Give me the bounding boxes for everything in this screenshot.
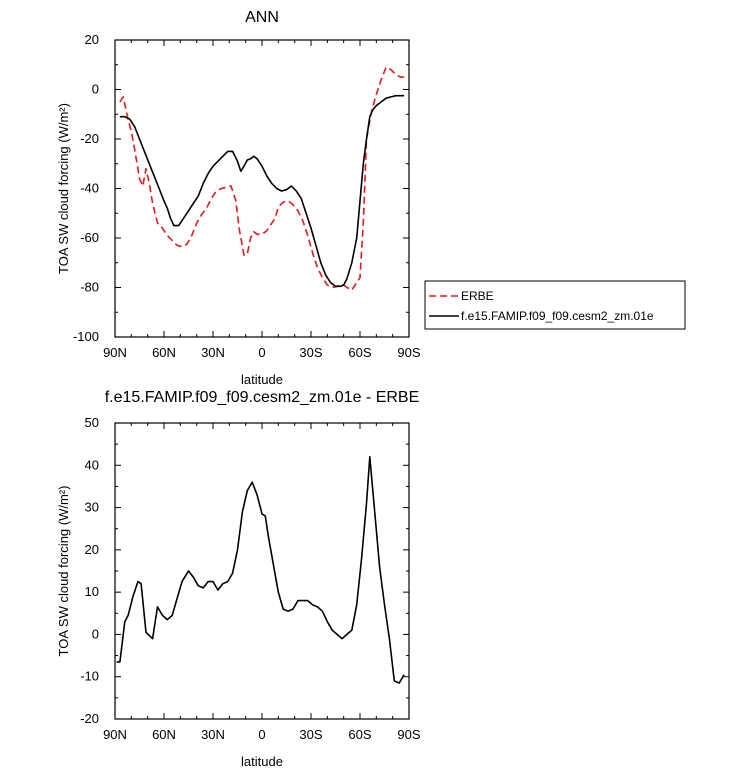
x-tick-label: 30S [299,727,322,742]
series-line-f-e15-famip-f09-f09-cesm2-zm-01e [119,94,405,288]
x-tick-label: 30N [201,727,225,742]
y-tick-label: 10 [85,584,99,599]
y-tick-label: 0 [92,82,99,97]
legend: ERBE f.e15.FAMIP.f09_f09.cesm2_zm.01e [424,280,686,330]
y-tick-label: -80 [80,280,99,295]
plot-frame [114,422,410,720]
series-line-difference [116,455,405,684]
x-axis-title: latitude [241,372,283,387]
y-tick-label: -20 [80,711,99,726]
top-chart-panel: ANN 90N 60N 30N 0 30S 60S 90S -100 -80 -60 -40 -20 0… [56,9,421,387]
legend-box [424,280,686,330]
x-axis-title: latitude [241,754,283,769]
y-tick-label: 20 [85,542,99,557]
legend-label: f.e15.FAMIP.f09_f09.cesm2_zm.01e [461,309,654,323]
y-axis-title: TOA SW cloud forcing (W/m²) [56,103,71,274]
y-tick-label: 50 [85,415,99,430]
y-tick-label: -100 [73,329,99,344]
x-tick-label: 60N [152,727,176,742]
x-tick-label: 90N [103,345,127,360]
y-tick-label: -60 [80,230,99,245]
x-tick-label: 0 [258,727,265,742]
plot-area: 90N 60N 30N 0 30S 60S 90S -20 -10 0 10 20 30 40 50 [80,415,421,742]
x-tick-label: 30S [299,345,322,360]
y-tick-label: 20 [85,32,99,47]
y-axis-title: TOA SW cloud forcing (W/m²) [56,486,71,657]
bottom-chart-panel: f.e15.FAMIP.f09_f09.cesm2_zm.01e - ERBE … [56,389,421,769]
y-tick-label: -40 [80,181,99,196]
legend-label: ERBE [461,289,494,303]
x-tick-label: 30N [201,345,225,360]
x-tick-label: 90S [397,345,420,360]
x-tick-label: 60S [348,345,371,360]
x-tick-label: 60S [348,727,371,742]
chart-title: ANN [245,9,279,26]
x-tick-label: 0 [258,345,265,360]
x-tick-label: 90S [397,727,420,742]
series-line-erbe [119,66,405,291]
chart-title: f.e15.FAMIP.f09_f09.cesm2_zm.01e - ERBE [105,389,420,406]
y-tick-label: -10 [80,669,99,684]
plot-area: 90N 60N 30N 0 30S 60S 90S -100 -80 -60 -40 -20 0 20 [73,32,421,360]
x-tick-label: 90N [103,727,127,742]
y-tick-label: 30 [85,500,99,515]
x-tick-label: 60N [152,345,176,360]
y-tick-label: 40 [85,457,99,472]
y-tick-label: 0 [92,626,99,641]
y-tick-label: -20 [80,131,99,146]
